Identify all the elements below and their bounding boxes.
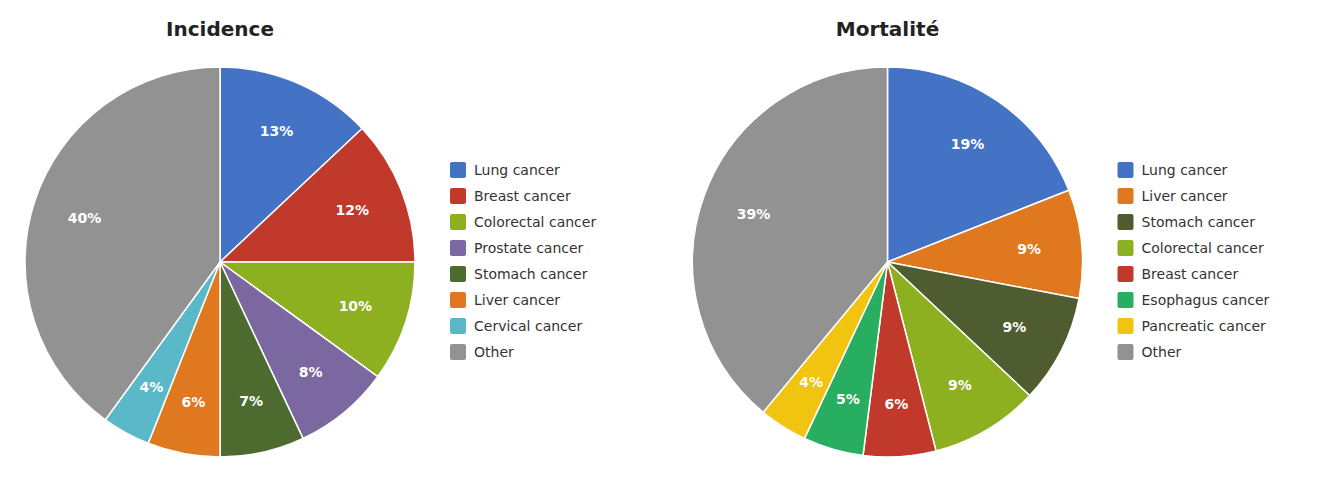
legend: Lung cancer Liver cancer Stomach cancer Col… [1118,162,1270,360]
legend-label: Liver cancer [1142,188,1228,204]
legend-label: Prostate cancer [474,240,584,256]
data-label: 6% [181,394,205,410]
slices [25,67,415,457]
data-label: 6% [885,396,909,412]
legend-label: Other [1142,344,1182,360]
pie-slice [693,67,888,412]
chart-title: Mortalité [836,17,939,41]
data-label: 13% [260,123,294,139]
legend-label: Stomach cancer [1142,214,1256,230]
legend-label: Colorectal cancer [474,214,596,230]
legend-label: Breast cancer [474,188,571,204]
data-label: 9% [1017,241,1041,257]
slice-labels: 19% 9% 9% 9% 6% 5% 4% 39% [737,136,1041,412]
legend-swatch [1118,188,1134,204]
legend-swatch [450,292,466,308]
pie-slice [25,67,220,420]
legend-swatch [1118,214,1134,230]
legend-label: Pancreatic cancer [1142,318,1267,334]
slices [693,67,1083,457]
data-label: 7% [239,393,263,409]
legend-label: Other [474,344,514,360]
legend-swatch [450,266,466,282]
data-label: 40% [68,210,102,226]
data-label: 8% [299,364,323,380]
data-label: 4% [799,374,823,390]
chart-canvas: Incidence 13% 12% 10% 8% 7% 6% 4% 40% Lung cancer… [0,0,1335,490]
pie-slice [220,129,415,262]
legend-label: Liver cancer [474,292,560,308]
data-label: 19% [951,136,985,152]
data-label: 5% [836,391,860,407]
legend-swatch [450,214,466,230]
data-label: 39% [737,206,771,222]
legend-label: Esophagus cancer [1142,292,1270,308]
slice-labels: 13% 12% 10% 8% 7% 6% 4% 40% [68,123,372,409]
data-label: 4% [140,379,164,395]
legend-label: Colorectal cancer [1142,240,1264,256]
legend-label: Stomach cancer [474,266,588,282]
legend-swatch [450,162,466,178]
data-label: 12% [336,202,370,218]
pie-slice [220,262,303,457]
legend-swatch [1118,344,1134,360]
legend-swatch [1118,162,1134,178]
data-label: 10% [339,298,373,314]
pie-chart: Incidence 13% 12% 10% 8% 7% 6% 4% 40% Lung cancer… [25,17,596,457]
legend-label: Breast cancer [1142,266,1239,282]
legend-swatch [450,344,466,360]
legend-swatch [1118,318,1134,334]
legend-label: Cervical cancer [474,318,582,334]
legend-swatch [450,318,466,334]
legend-label: Lung cancer [1142,162,1228,178]
legend-swatch [450,240,466,256]
legend-swatch [1118,292,1134,308]
legend-swatch [1118,266,1134,282]
legend-swatch [1118,240,1134,256]
legend-swatch [450,188,466,204]
legend-label: Lung cancer [474,162,560,178]
chart-title: Incidence [166,17,274,41]
pie-chart: Mortalité 19% 9% 9% 9% 6% 5% 4% 39% Lung cancer Li… [693,17,1270,457]
data-label: 9% [948,377,972,393]
legend: Lung cancer Breast cancer Colorectal cance… [450,162,596,360]
data-label: 9% [1002,319,1026,335]
